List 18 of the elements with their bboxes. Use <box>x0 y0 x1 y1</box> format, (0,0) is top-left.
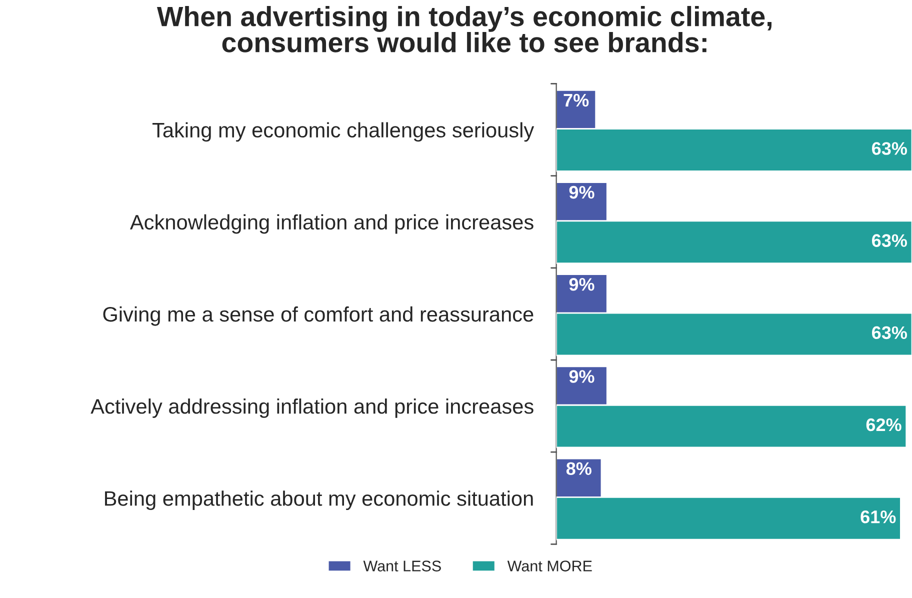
data-label: 63% <box>872 234 908 247</box>
y-tick-label: Giving me a sense of comfort and reassurance <box>103 306 534 326</box>
legend-label: Want LESS <box>363 560 441 572</box>
data-label: 9% <box>569 370 594 383</box>
data-label: 7% <box>564 94 589 107</box>
data-label: 61% <box>860 510 896 524</box>
y-tick-label: Taking my economic challenges seriously <box>152 122 534 142</box>
data-label: 63% <box>872 142 908 155</box>
data-label: 63% <box>872 326 908 340</box>
data-label: 8% <box>566 462 592 475</box>
data-label: 62% <box>866 418 902 432</box>
y-tick-label: Actively addressing inflation and price increases <box>90 398 534 418</box>
data-label: 9% <box>569 278 594 291</box>
y-tick-label: Acknowledging inflation and price increases <box>130 214 534 234</box>
y-tick-label: Being empathetic about my economic situation <box>105 490 533 510</box>
chart-title: When advertising in today’s economic climate, consumers would like to see brands: <box>156 6 772 52</box>
legend-label: Want MORE <box>507 560 592 572</box>
data-label: 9% <box>569 186 594 199</box>
